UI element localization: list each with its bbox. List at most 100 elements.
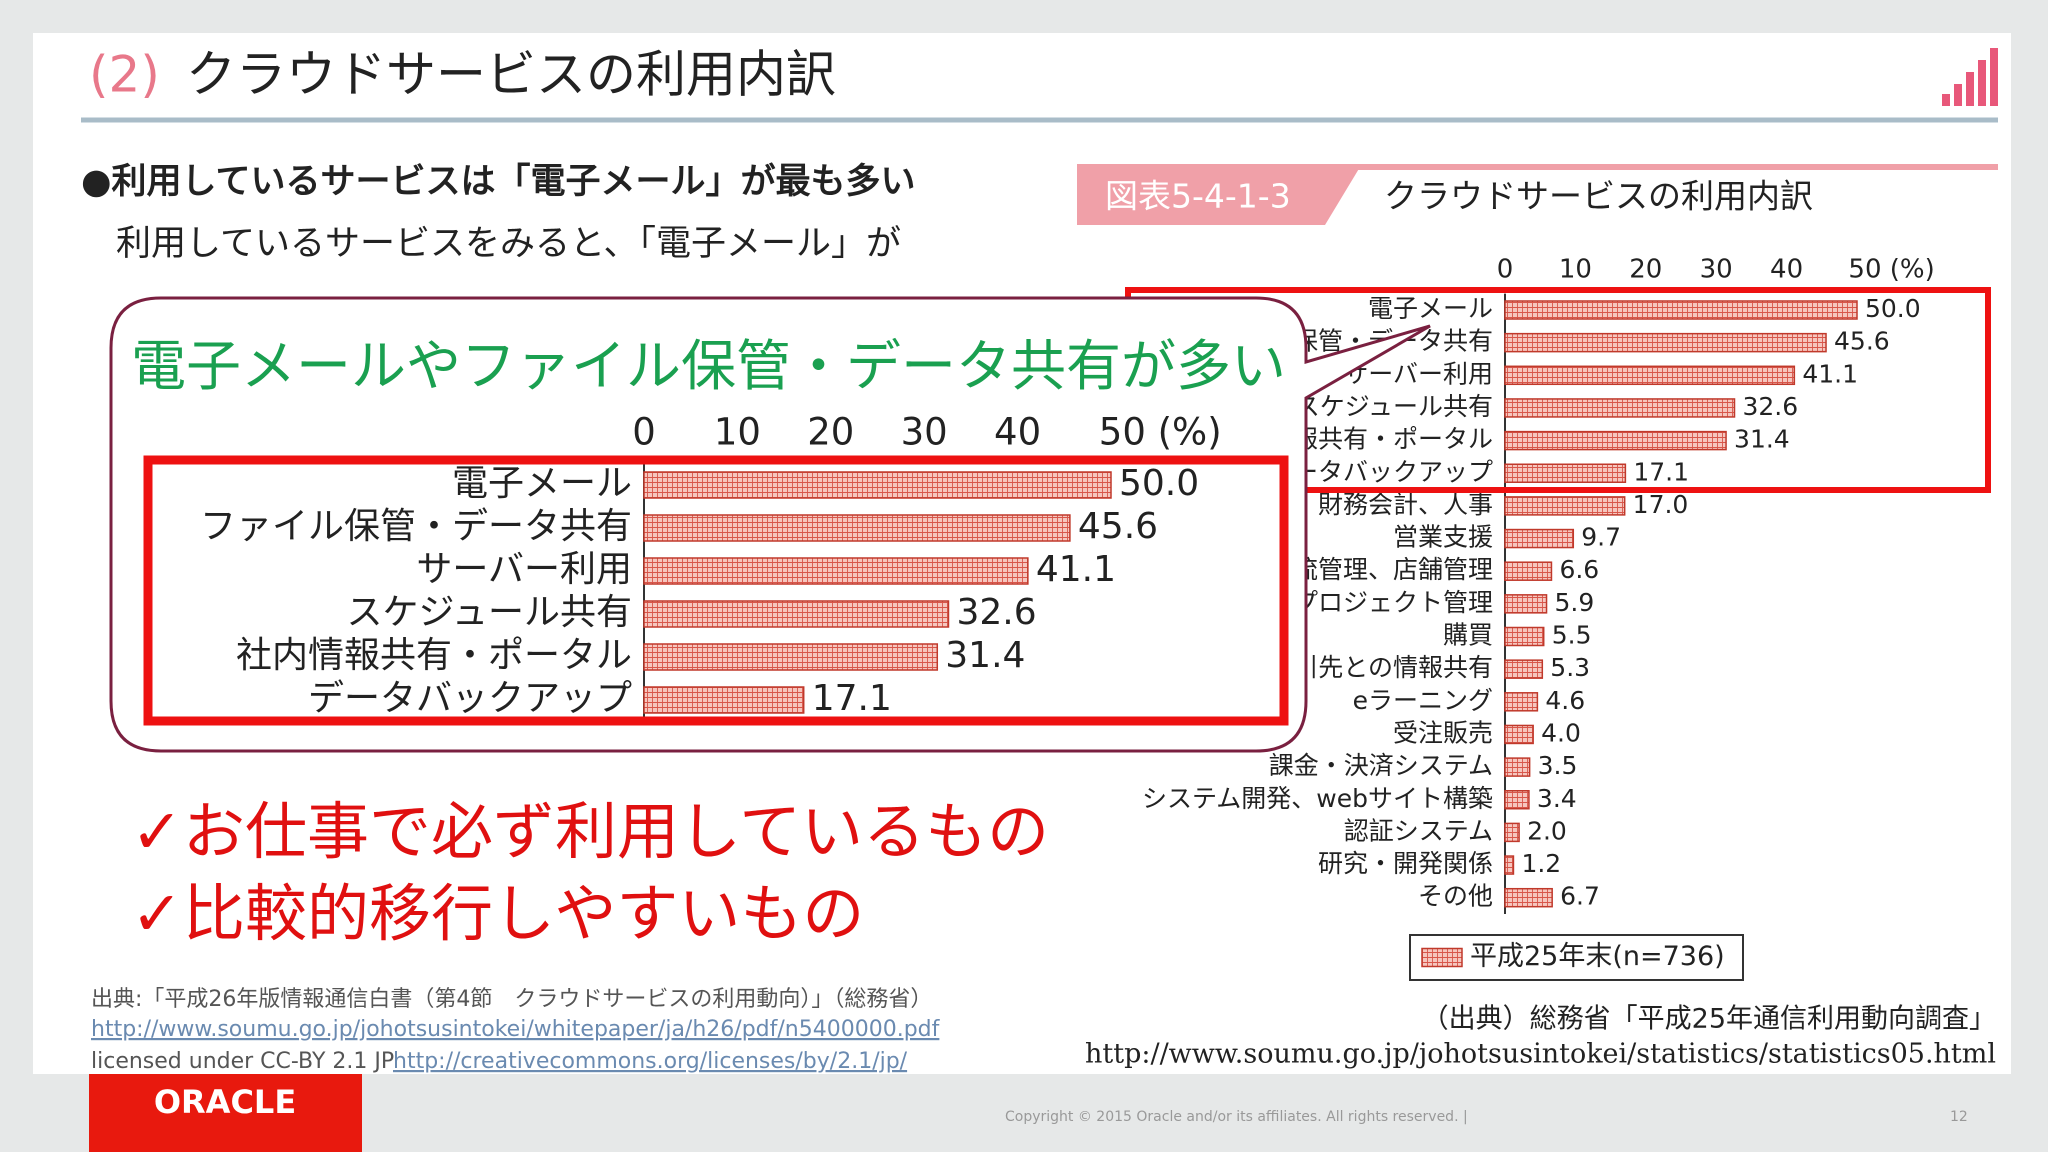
bar [1504, 790, 1530, 810]
bar [1504, 463, 1627, 483]
category-label: ファイル保管・データ共有 [200, 506, 632, 547]
bar [1504, 561, 1553, 581]
value-label: 41.1 [1036, 549, 1116, 590]
source-note: 出典:「平成26年版情報通信白書（第4節 クラウドサービスの利用動向）」（総務省… [91, 987, 932, 1012]
value-label: 5.9 [1555, 588, 1595, 617]
category-label: 営業支援 [1393, 523, 1493, 552]
figure-url: http://www.soumu.go.jp/johotsusintokei/s… [1085, 1039, 1996, 1070]
value-label: 31.4 [1734, 425, 1790, 454]
bar [643, 557, 1029, 585]
zoom-highlight-box [143, 455, 1289, 726]
bar [643, 686, 805, 714]
bar [643, 600, 950, 628]
x-tick-label: 50 (%) [1099, 411, 1222, 454]
category-label: eラーニング [1353, 686, 1493, 715]
value-label: 50.0 [1119, 463, 1199, 504]
value-label: 3.4 [1537, 784, 1577, 813]
bar [643, 514, 1071, 542]
bar [1504, 594, 1548, 614]
bar [1504, 692, 1539, 712]
logo-box [89, 1074, 362, 1152]
value-label: 45.6 [1078, 506, 1158, 547]
source-link[interactable]: http://www.soumu.go.jp/johotsusintokei/w… [91, 1017, 941, 1042]
bar [1504, 300, 1858, 320]
category-label: データバックアップ [308, 678, 632, 719]
value-label: 50.0 [1865, 294, 1921, 323]
bar [1504, 887, 1553, 908]
value-label: 41.1 [1802, 359, 1858, 388]
legend-swatch [1421, 947, 1463, 968]
slide-title: クラウドサービスの利用内訳 [186, 46, 836, 104]
figure-title: クラウドサービスの利用内訳 [1384, 177, 1813, 216]
callout-heading: 電子メールやファイル保管・データ共有が多い [131, 334, 1286, 398]
figure-label: 図表5-4-1-3 [1105, 177, 1291, 216]
value-label: 31.4 [945, 635, 1025, 676]
legend-label: 平成25年末(n=736) [1470, 941, 1725, 972]
title-number: (2) [89, 46, 160, 104]
page-number: 12 [1950, 1109, 1968, 1125]
category-label: 購買 [1443, 621, 1493, 650]
value-label: 5.3 [1550, 653, 1590, 682]
category-label: 電子メール [452, 463, 632, 504]
value-label: 32.6 [1743, 392, 1799, 421]
category-label: 認証システム [1344, 816, 1493, 845]
value-label: 3.5 [1538, 751, 1578, 780]
value-label: 4.6 [1545, 686, 1585, 715]
category-label: 課金・決済システム [1269, 751, 1493, 780]
figure-label-box [1077, 167, 1360, 225]
license-link[interactable]: http://creativecommons.org/licenses/by/2… [393, 1049, 908, 1074]
license: licensed under CC-BY 2.1 JP [91, 1049, 394, 1074]
category-label: プロジェクト管理 [1293, 588, 1493, 617]
x-tick-label: 20 [1629, 255, 1662, 285]
copyright: Copyright © 2015 Oracle and/or its affil… [1005, 1109, 1468, 1125]
category-label: 研究・開発関係 [1318, 849, 1493, 878]
category-label: その他 [1418, 882, 1493, 911]
value-label: 6.6 [1559, 555, 1599, 584]
x-tick-label: 40 [994, 411, 1041, 454]
value-label: 5.5 [1552, 621, 1592, 650]
x-tick-label: 50 (%) [1848, 255, 1934, 285]
figure-credit: （出典）総務省「平成25年通信利用動向調査」 [1422, 1004, 1996, 1035]
point: ✓比較的移行しやすいもの [131, 877, 864, 950]
bar [1504, 430, 1727, 451]
value-label: 45.6 [1834, 327, 1890, 356]
x-tick-label: 10 [1559, 255, 1592, 285]
value-label: 4.0 [1541, 718, 1581, 747]
value-label: 32.6 [956, 592, 1036, 633]
x-tick-label: 20 [807, 411, 854, 454]
value-label: 17.0 [1633, 490, 1689, 519]
bar [1504, 822, 1520, 843]
bar [1504, 659, 1544, 679]
bar [1504, 496, 1626, 516]
value-label: 2.0 [1527, 816, 1567, 845]
x-tick-label: 10 [714, 411, 761, 454]
category-label: 受注販売 [1393, 718, 1493, 747]
category-label: サーバー利用 [416, 549, 632, 590]
bullet-heading: ●利用しているサービスは「電子メール」が最も多い [81, 162, 916, 202]
bar [1504, 398, 1736, 418]
category-label: システム開発、webサイト構築 [1142, 784, 1493, 813]
zoom-chart: 0 10 20 30 40 50 (%) 電子メール 50.0 ファイル保管・データ共有 45.6… [200, 411, 1222, 722]
value-label: 9.7 [1581, 523, 1621, 552]
category-label: スケジュール共有 [1295, 392, 1493, 421]
bar [1504, 332, 1827, 353]
bar [1504, 855, 1515, 875]
legend-box [1409, 934, 1744, 981]
body-text: 利用しているサービスをみると、「電子メール」が [81, 224, 901, 264]
x-tick-label: 0 [632, 411, 656, 454]
bar [643, 643, 939, 671]
value-label: 6.7 [1560, 882, 1600, 911]
bar [643, 471, 1112, 499]
bar [1504, 724, 1534, 745]
bar [1504, 626, 1545, 647]
x-tick-label: 30 [901, 411, 948, 454]
x-tick-label: 0 [1497, 255, 1514, 285]
point: ✓お仕事で必ず利用しているもの [131, 795, 1049, 868]
x-tick-label: 40 [1770, 255, 1803, 285]
bar [1504, 528, 1575, 549]
value-label: 17.1 [812, 678, 892, 719]
logo: ORACLE [154, 1083, 296, 1121]
category-label: スケジュール共有 [347, 592, 632, 633]
value-label: 17.1 [1633, 457, 1689, 486]
